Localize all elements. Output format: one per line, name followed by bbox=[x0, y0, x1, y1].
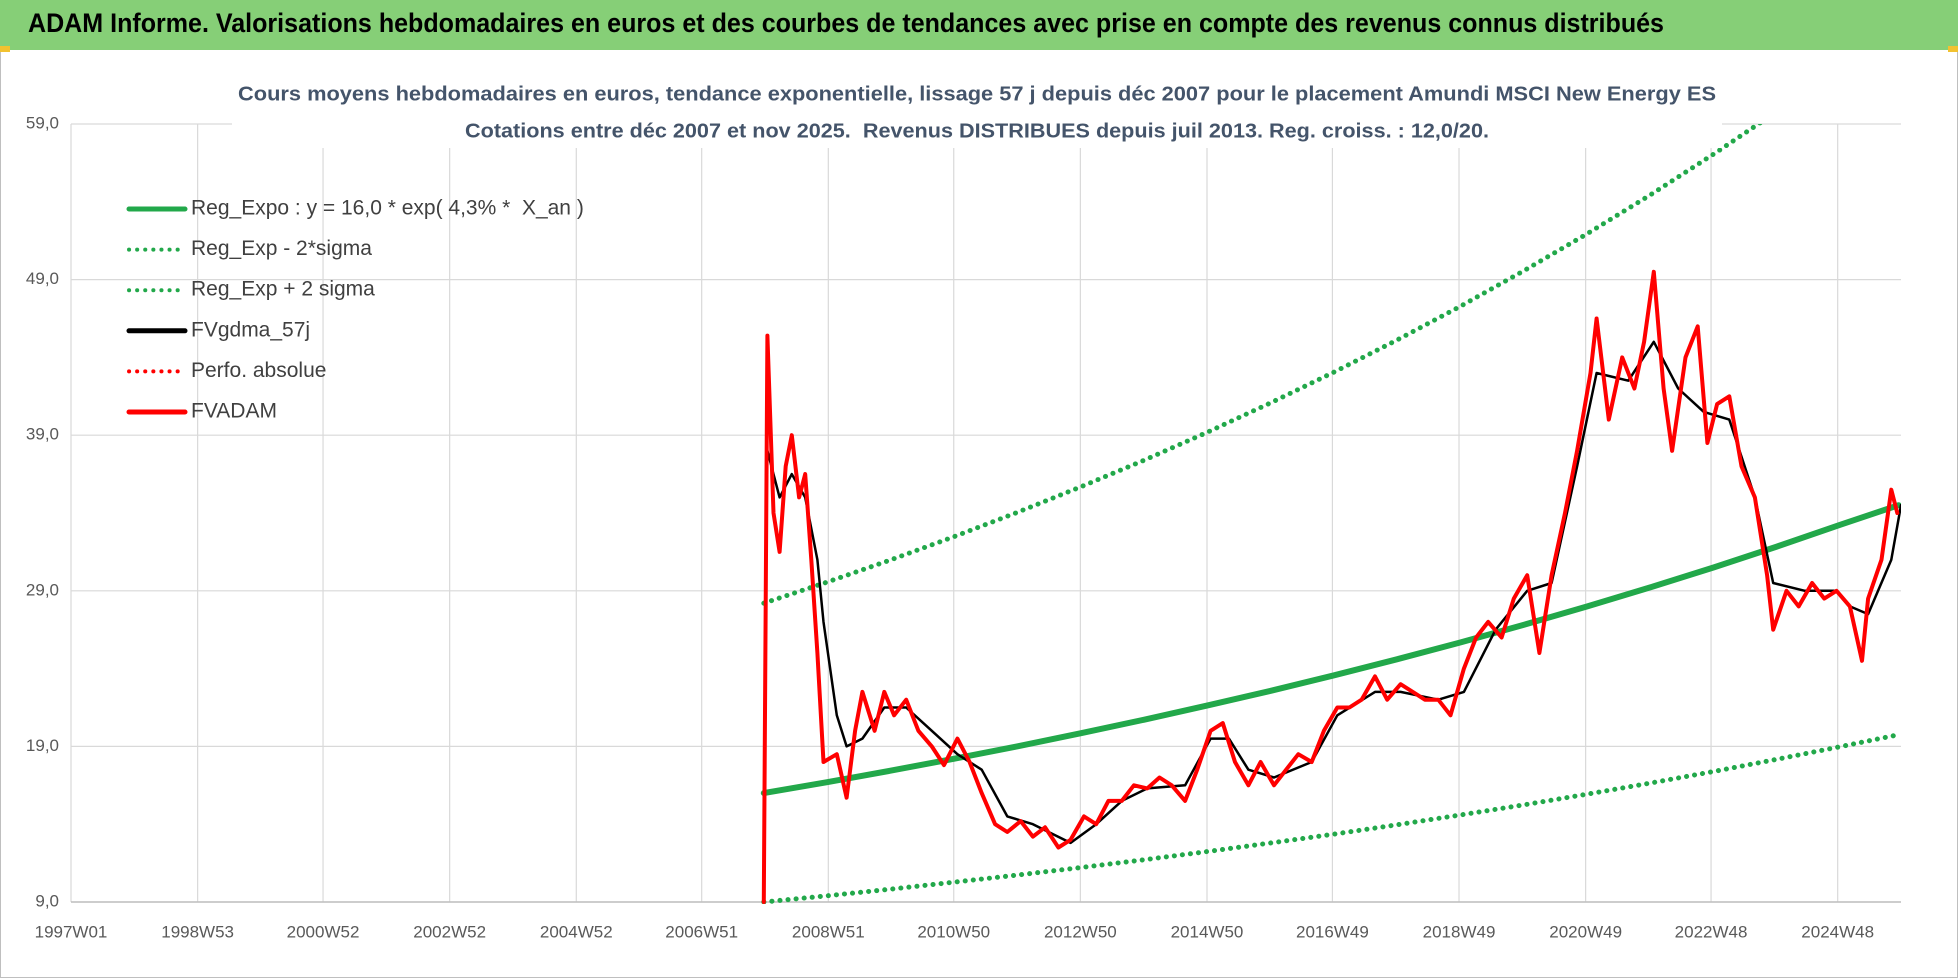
series-line bbox=[766, 340, 1901, 845]
x-tick-label: 2020W49 bbox=[1549, 922, 1622, 941]
series-group bbox=[760, 124, 1901, 904]
legend-label: Reg_Exp - 2*sigma bbox=[191, 237, 372, 260]
legend-label: FVADAM bbox=[191, 400, 277, 423]
y-tick-label: 59,0 bbox=[26, 113, 59, 132]
x-tick-label: 2012W50 bbox=[1044, 922, 1117, 941]
x-tick-label: 1998W53 bbox=[161, 922, 234, 941]
y-tick-label: 9,0 bbox=[35, 891, 59, 910]
series-line bbox=[760, 502, 1901, 797]
plot-area: 9,0 19,0 29,0 39,0 49,0 59,0 1997W01 1998W53 200… bbox=[26, 113, 1901, 941]
x-tick-label: 2008W51 bbox=[792, 922, 865, 941]
x-tick-label: 2018W49 bbox=[1423, 922, 1496, 941]
y-tick-label: 49,0 bbox=[26, 269, 59, 288]
x-tick-label: 2024W48 bbox=[1801, 922, 1874, 941]
y-tick-label: 19,0 bbox=[26, 736, 59, 755]
corner-mark bbox=[0, 46, 10, 52]
x-tick-label: 1997W01 bbox=[35, 922, 108, 941]
legend-label: Reg_Expo : y = 16,0 * exp( 4,3% * X_an ) bbox=[191, 197, 584, 220]
x-tick-label: 2022W48 bbox=[1675, 922, 1748, 941]
series-line bbox=[761, 732, 1901, 904]
header-bar bbox=[0, 0, 1958, 50]
legend-label: Perfo. absolue bbox=[191, 359, 326, 382]
y-tick-label: 39,0 bbox=[26, 425, 59, 444]
title-background bbox=[232, 78, 1722, 148]
legend-label: FVgdma_57j bbox=[191, 318, 310, 341]
x-tick-label: 2016W49 bbox=[1296, 922, 1369, 941]
x-tick-label: 2014W50 bbox=[1171, 922, 1244, 941]
y-tick-label: 29,0 bbox=[26, 580, 59, 599]
series-line bbox=[761, 269, 1900, 904]
chart-subtitle: Cotations entre déc 2007 et nov 2025. Re… bbox=[465, 120, 1489, 142]
x-tick-label: 2006W51 bbox=[665, 922, 738, 941]
series-line bbox=[761, 124, 1763, 606]
header-title: ADAM Informe. Valorisations hebdomadaire… bbox=[28, 8, 1664, 38]
corner-mark bbox=[1948, 46, 1958, 52]
chart-title: Cours moyens hebdomadaires en euros, ten… bbox=[238, 83, 1716, 105]
x-tick-label: 2004W52 bbox=[540, 922, 613, 941]
legend-label: Reg_Exp + 2 sigma bbox=[191, 278, 375, 301]
x-tick-label: 2010W50 bbox=[917, 922, 990, 941]
legend: Reg_Expo : y = 16,0 * exp( 4,3% * X_an )… bbox=[126, 197, 584, 423]
x-tick-label: 2002W52 bbox=[413, 922, 486, 941]
x-tick-label: 2000W52 bbox=[287, 922, 360, 941]
